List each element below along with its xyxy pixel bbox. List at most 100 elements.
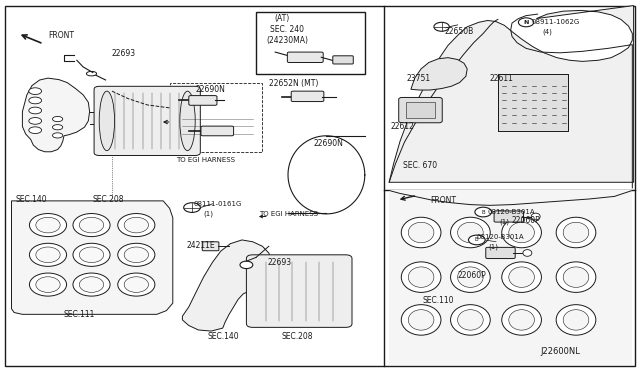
Text: SEC.111: SEC.111: [64, 310, 95, 319]
Ellipse shape: [124, 277, 148, 292]
FancyBboxPatch shape: [333, 56, 353, 64]
Ellipse shape: [79, 277, 104, 292]
Text: 22611: 22611: [490, 74, 513, 83]
Text: (4): (4): [543, 28, 552, 35]
Ellipse shape: [502, 262, 541, 292]
Text: 22693: 22693: [268, 258, 292, 267]
Text: (AT): (AT): [274, 14, 289, 23]
Text: 08111-0161G: 08111-0161G: [193, 201, 242, 207]
Ellipse shape: [73, 214, 110, 237]
Polygon shape: [12, 201, 173, 314]
Ellipse shape: [86, 71, 97, 76]
Ellipse shape: [29, 243, 67, 266]
Ellipse shape: [509, 267, 534, 287]
Ellipse shape: [523, 250, 532, 256]
Ellipse shape: [79, 247, 104, 263]
Polygon shape: [182, 240, 272, 331]
Text: (24230MA): (24230MA): [266, 36, 308, 45]
Ellipse shape: [99, 91, 115, 151]
Ellipse shape: [458, 310, 483, 330]
Text: 22612: 22612: [390, 122, 414, 131]
Ellipse shape: [401, 305, 441, 335]
Polygon shape: [411, 58, 467, 90]
Circle shape: [518, 18, 534, 27]
Ellipse shape: [556, 305, 596, 335]
Text: J22600NL: J22600NL: [541, 347, 580, 356]
Ellipse shape: [563, 222, 589, 243]
FancyBboxPatch shape: [189, 96, 217, 105]
FancyBboxPatch shape: [246, 255, 352, 327]
Text: 24211E: 24211E: [187, 241, 216, 250]
Ellipse shape: [124, 247, 148, 263]
Ellipse shape: [118, 214, 155, 237]
Text: SEC.208: SEC.208: [93, 195, 124, 203]
Ellipse shape: [124, 217, 148, 233]
Ellipse shape: [118, 243, 155, 266]
FancyBboxPatch shape: [291, 91, 324, 102]
Text: 23751: 23751: [406, 74, 431, 83]
Text: 08120-B301A: 08120-B301A: [488, 209, 535, 215]
Text: B: B: [475, 237, 479, 243]
Text: 22690N: 22690N: [314, 139, 344, 148]
Ellipse shape: [118, 273, 155, 296]
Ellipse shape: [563, 310, 589, 330]
Text: FRONT: FRONT: [430, 196, 456, 205]
Text: 22650B: 22650B: [445, 27, 474, 36]
Text: 22693: 22693: [112, 49, 136, 58]
Ellipse shape: [52, 116, 63, 122]
Ellipse shape: [408, 222, 434, 243]
Text: TO EGI HARNESS: TO EGI HARNESS: [176, 157, 235, 163]
Ellipse shape: [29, 118, 42, 124]
Circle shape: [184, 203, 200, 212]
FancyBboxPatch shape: [94, 86, 200, 155]
Text: SEC. 240: SEC. 240: [270, 25, 304, 34]
Ellipse shape: [29, 107, 42, 114]
Text: SEC.208: SEC.208: [282, 332, 313, 341]
Text: 08120-B301A: 08120-B301A: [477, 234, 524, 240]
FancyBboxPatch shape: [494, 211, 524, 222]
Text: (1): (1): [204, 211, 214, 217]
Text: FRONT: FRONT: [48, 31, 74, 40]
Ellipse shape: [401, 262, 441, 292]
Ellipse shape: [52, 133, 63, 138]
FancyBboxPatch shape: [287, 52, 323, 62]
Text: N: N: [524, 20, 529, 25]
Ellipse shape: [451, 217, 490, 248]
Polygon shape: [22, 78, 90, 152]
Ellipse shape: [29, 88, 42, 94]
Ellipse shape: [556, 217, 596, 248]
Ellipse shape: [458, 267, 483, 287]
Text: (1): (1): [488, 243, 499, 250]
FancyBboxPatch shape: [201, 126, 234, 136]
Ellipse shape: [408, 267, 434, 287]
Ellipse shape: [531, 213, 540, 220]
Ellipse shape: [29, 214, 67, 237]
Bar: [498, 74, 568, 131]
Text: 22652N (MT): 22652N (MT): [269, 79, 318, 88]
FancyBboxPatch shape: [486, 247, 515, 259]
Text: 22060P: 22060P: [512, 216, 541, 225]
Text: SEC.140: SEC.140: [208, 332, 239, 341]
Ellipse shape: [502, 217, 541, 248]
Bar: [256, 12, 365, 74]
Text: TO EGI HARNESS: TO EGI HARNESS: [259, 211, 318, 217]
Ellipse shape: [29, 273, 67, 296]
Bar: [406, 102, 435, 118]
Ellipse shape: [451, 305, 490, 335]
Ellipse shape: [73, 273, 110, 296]
Bar: [170, 83, 262, 152]
Text: 08911-1062G: 08911-1062G: [531, 19, 579, 25]
Text: 22060P: 22060P: [458, 271, 486, 280]
FancyBboxPatch shape: [399, 97, 442, 123]
Text: 22690N: 22690N: [195, 85, 225, 94]
Ellipse shape: [180, 91, 195, 151]
Ellipse shape: [79, 217, 104, 233]
FancyBboxPatch shape: [202, 242, 219, 251]
Ellipse shape: [401, 217, 441, 248]
Ellipse shape: [563, 267, 589, 287]
Circle shape: [475, 207, 492, 217]
Circle shape: [468, 235, 485, 245]
Text: SEC. 670: SEC. 670: [403, 161, 437, 170]
Circle shape: [240, 261, 253, 269]
Circle shape: [434, 22, 449, 31]
